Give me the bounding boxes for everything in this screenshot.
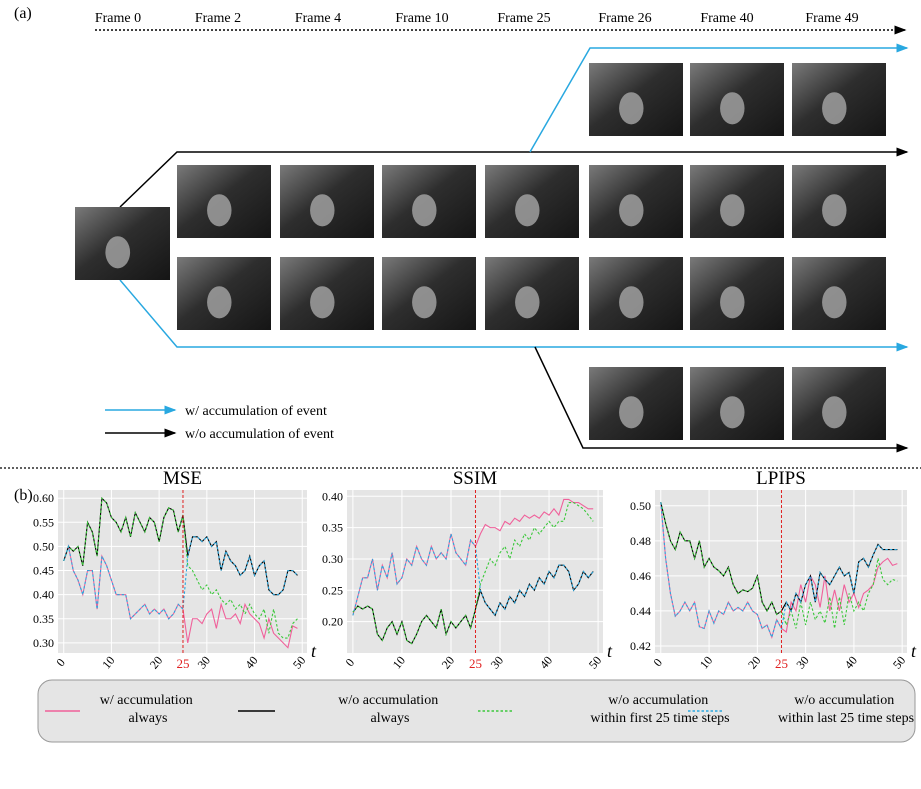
y-tick-label: 0.44 <box>630 604 651 618</box>
figure: (a) w/ accumulation of event w/o accumul… <box>0 0 921 789</box>
frame-image-detail <box>720 92 744 124</box>
frame-image-detail <box>207 194 231 226</box>
frame-image-detail <box>105 236 130 268</box>
chart-title: LPIPS <box>756 468 806 489</box>
x-tick-label: 30 <box>793 653 811 671</box>
legend-line: within first 25 time steps <box>590 711 729 726</box>
frame-image-detail <box>515 194 539 226</box>
legend-text: w/o accumulation of event <box>185 427 334 442</box>
chart-title: MSE <box>163 468 202 489</box>
frame-image-detail <box>619 92 643 124</box>
legend-line: w/o accumulation <box>608 693 711 708</box>
frame-image-detail <box>619 396 643 428</box>
legend-text: w/ accumulation of event <box>185 404 327 419</box>
x-axis-label: t <box>911 641 917 661</box>
frame-label: Frame 2 <box>195 11 241 26</box>
x-tick-label: 50 <box>586 653 604 671</box>
x-tick-label: 0 <box>343 656 358 670</box>
frame-label: Frame 0 <box>95 11 141 26</box>
x-tick-label: 40 <box>242 653 260 671</box>
frame-image-detail <box>822 286 846 318</box>
frame-image-detail <box>207 286 231 318</box>
x-tick-label: 10 <box>99 653 117 671</box>
y-tick-label: 0.40 <box>322 489 343 503</box>
frame-image-detail <box>720 194 744 226</box>
x-tick-label: 25 <box>176 656 189 671</box>
x-tick-label: 20 <box>147 653 165 671</box>
legend-line: always <box>371 711 410 726</box>
x-tick-label: 30 <box>488 653 506 671</box>
x-tick-label: 25 <box>775 656 788 671</box>
frame-label: Frame 40 <box>700 11 753 26</box>
x-axis-label: t <box>311 641 317 661</box>
x-tick-label: 40 <box>842 653 860 671</box>
x-axis-label: t <box>607 641 613 661</box>
frame-image-detail <box>310 194 334 226</box>
y-tick-label: 0.40 <box>33 588 54 602</box>
panel-label: (a) <box>14 5 32 22</box>
y-tick-label: 0.50 <box>630 499 651 513</box>
frame-image-detail <box>310 286 334 318</box>
y-tick-label: 0.55 <box>33 515 54 529</box>
frame-label: Frame 25 <box>497 11 550 26</box>
frame-image-detail <box>720 396 744 428</box>
legend-line: always <box>129 711 168 726</box>
frame-image-detail <box>720 286 744 318</box>
frame-image-detail <box>515 286 539 318</box>
x-tick-label: 10 <box>390 653 408 671</box>
y-tick-label: 0.42 <box>630 639 651 653</box>
y-tick-label: 0.30 <box>33 636 54 650</box>
chart-title: SSIM <box>453 468 497 489</box>
frame-image-detail <box>412 286 436 318</box>
x-tick-label: 0 <box>53 656 68 670</box>
y-tick-label: 0.50 <box>33 539 54 553</box>
page: (a) w/ accumulation of event w/o accumul… <box>0 0 921 789</box>
y-tick-label: 0.20 <box>322 615 343 629</box>
frame-image-detail <box>822 396 846 428</box>
frame-image-detail <box>619 194 643 226</box>
frame-label: Frame 26 <box>598 11 651 26</box>
frame-image-detail <box>822 194 846 226</box>
frame-label: Frame 4 <box>295 11 341 26</box>
y-tick-label: 0.35 <box>322 521 343 535</box>
panel-label: (b) <box>14 487 33 504</box>
x-tick-label: 0 <box>650 656 665 670</box>
x-tick-label: 30 <box>195 653 213 671</box>
x-tick-label: 50 <box>890 653 908 671</box>
x-tick-label: 20 <box>439 653 457 671</box>
y-tick-label: 0.25 <box>322 583 343 597</box>
x-tick-label: 20 <box>745 653 763 671</box>
y-tick-label: 0.30 <box>322 552 343 566</box>
y-tick-label: 0.45 <box>33 564 54 578</box>
y-tick-label: 0.46 <box>630 569 651 583</box>
legend-line: within last 25 time steps <box>778 711 914 726</box>
legend-line: w/ accumulation <box>100 693 196 708</box>
y-tick-label: 0.48 <box>630 534 651 548</box>
x-tick-label: 40 <box>537 653 555 671</box>
frame-label: Frame 49 <box>805 11 858 26</box>
y-tick-label: 0.60 <box>33 491 54 505</box>
frame-image-detail <box>822 92 846 124</box>
legend-line: w/o accumulation <box>794 693 897 708</box>
frame-image-detail <box>412 194 436 226</box>
frame-label: Frame 10 <box>395 11 448 26</box>
y-tick-label: 0.35 <box>33 612 54 626</box>
x-tick-label: 10 <box>697 653 715 671</box>
x-tick-label: 50 <box>290 653 308 671</box>
frame-image-detail <box>619 286 643 318</box>
x-tick-label: 25 <box>469 656 482 671</box>
legend-line: w/o accumulation <box>338 693 441 708</box>
